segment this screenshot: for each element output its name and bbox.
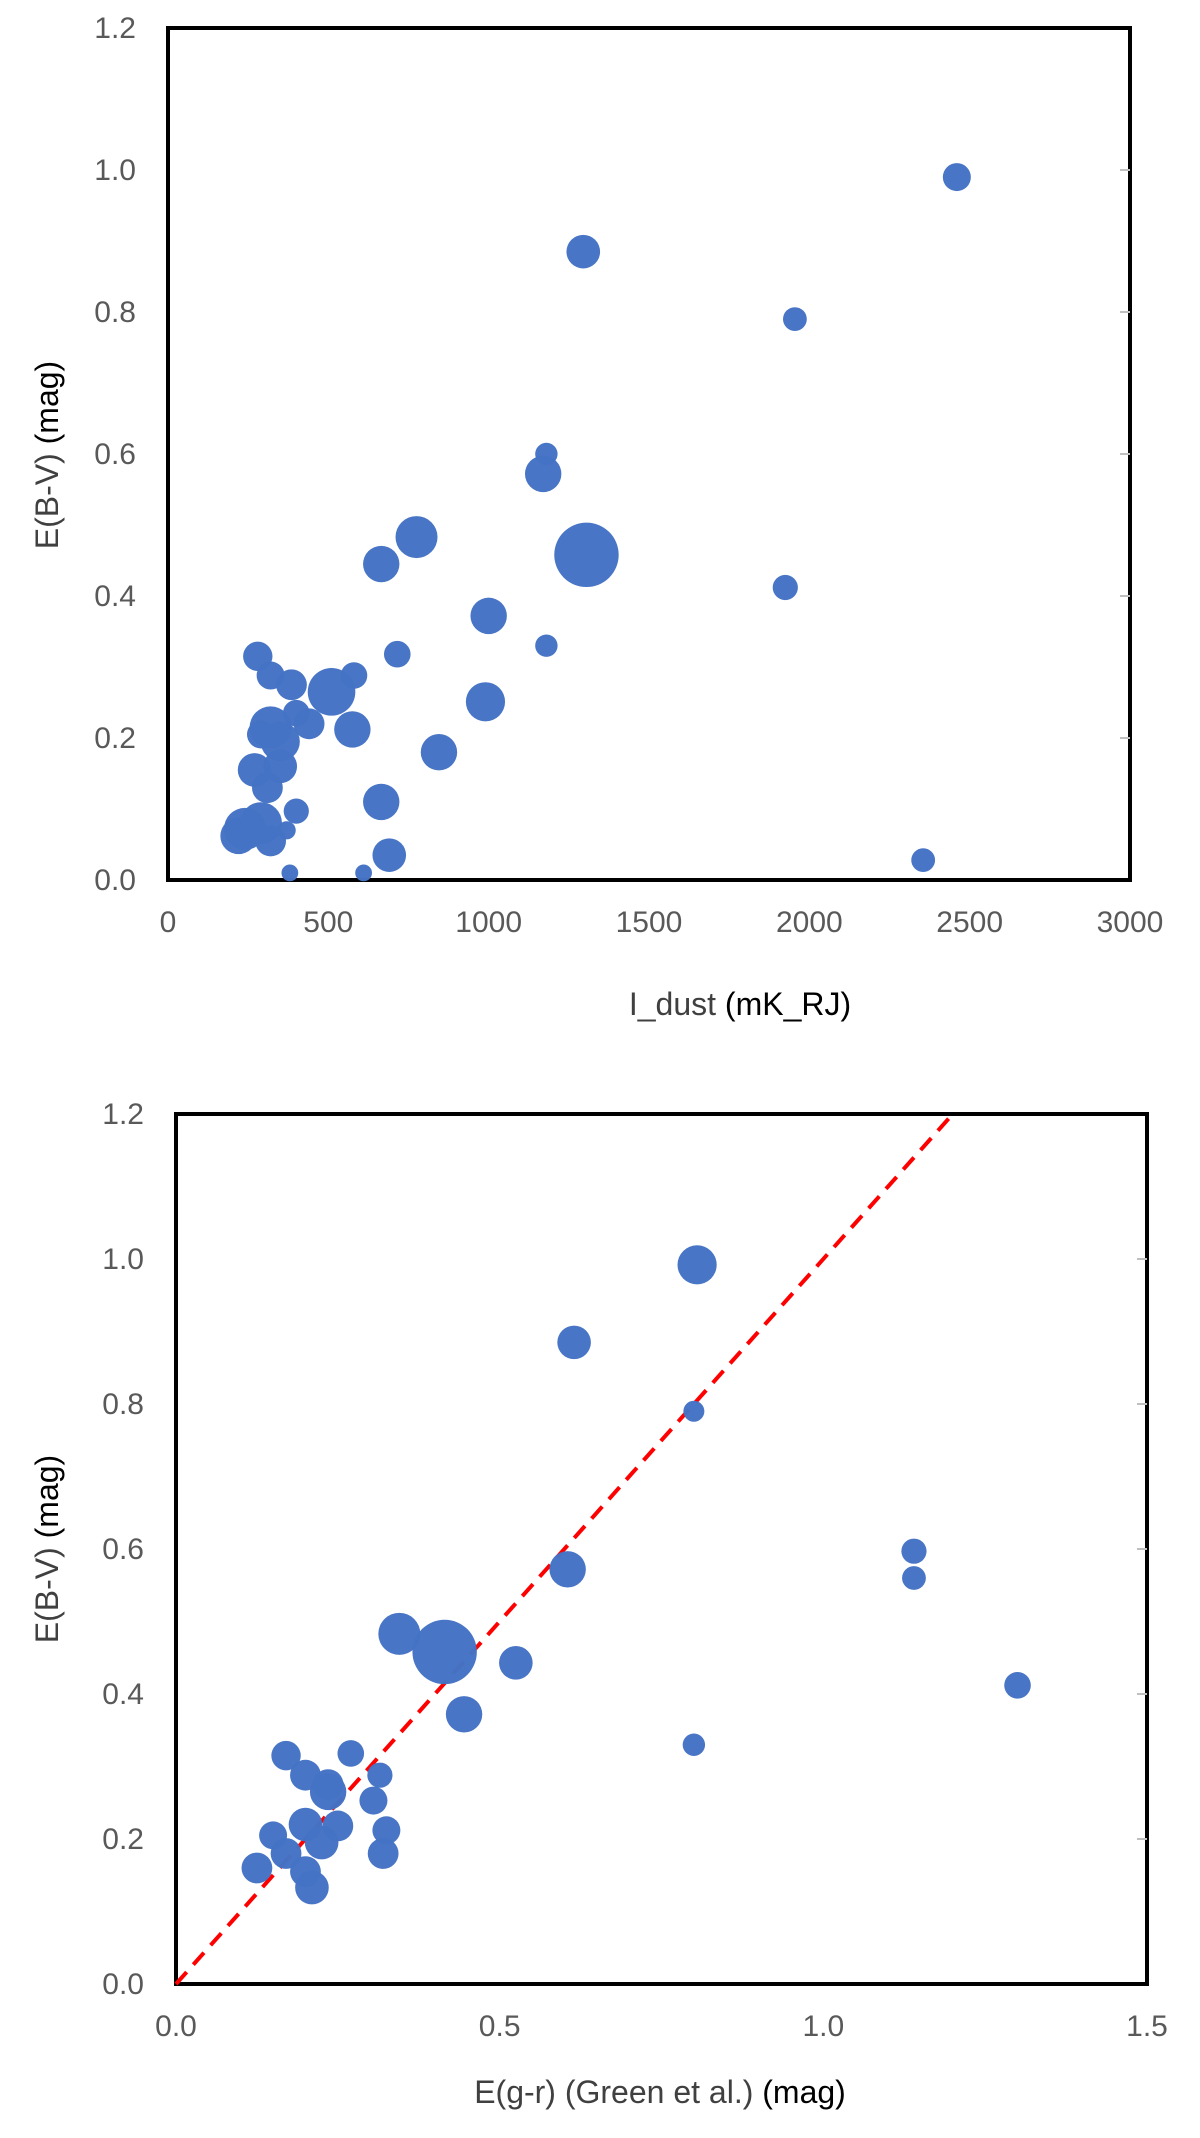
data-point xyxy=(378,1612,421,1655)
y-axis-label-name: E(B-V) xyxy=(29,1538,65,1643)
data-point xyxy=(683,1400,705,1422)
data-point xyxy=(355,864,373,882)
bottom-scatter-panel: 0.0 0.2 0.4 0.6 0.8 1.0 1.2 0.0 0.5 1.0 1.5 E(g-r) … xyxy=(29,1098,1168,2110)
data-point xyxy=(465,682,506,722)
y-tick-label: 1.2 xyxy=(94,12,136,45)
data-point xyxy=(566,234,601,269)
data-point xyxy=(420,734,458,771)
data-point xyxy=(549,1551,586,1588)
y-tick-label: 0.4 xyxy=(94,580,136,613)
data-point xyxy=(395,516,438,559)
x-tick-label: 500 xyxy=(303,906,353,939)
data-point xyxy=(337,1740,365,1767)
data-point xyxy=(309,1773,347,1811)
data-point xyxy=(783,307,807,331)
data-point xyxy=(524,455,562,493)
y-tick-label: 0.2 xyxy=(94,722,136,755)
y-tick-label: 1.0 xyxy=(94,154,136,187)
data-point xyxy=(220,817,257,855)
data-point xyxy=(283,798,309,824)
x-tick-label: 1000 xyxy=(455,906,522,939)
data-point xyxy=(445,1696,483,1733)
plot-frame xyxy=(166,26,1132,882)
data-point xyxy=(911,848,936,873)
x-axis-label-name: E(g-r) (Green et al.) xyxy=(474,2074,762,2110)
x-tick-label: 3000 xyxy=(1097,906,1164,939)
y-tick-label: 1.2 xyxy=(102,1098,144,1131)
data-point xyxy=(557,1325,591,1360)
data-point xyxy=(367,1838,399,1869)
x-axis-label: E(g-r) (Green et al.) (mag) xyxy=(474,2074,846,2110)
y-axis-label-unit: (mag) xyxy=(29,361,65,445)
x-axis-label: I_dust (mK_RJ) xyxy=(629,986,851,1022)
y-axis-label: E(B-V) (mag) xyxy=(29,361,65,549)
x-axis-label-name: I_dust xyxy=(629,986,725,1022)
top-scatter-panel: 0.0 0.2 0.4 0.6 0.8 1.0 1.2 0 500 1000 1500 2000 250… xyxy=(29,12,1163,1022)
y-tick-label: 0.6 xyxy=(102,1533,144,1566)
data-point xyxy=(334,711,371,748)
x-tick-label: 2500 xyxy=(936,906,1003,939)
data-point xyxy=(281,864,299,882)
y-tick-label: 0.8 xyxy=(94,296,136,329)
data-point xyxy=(359,1786,388,1815)
data-point xyxy=(942,163,971,192)
data-point xyxy=(1004,1672,1031,1699)
x-tick-label: 1500 xyxy=(616,906,683,939)
x-tick-label: 0.0 xyxy=(155,2010,197,2043)
x-tick-label: 1.0 xyxy=(802,2010,844,2043)
data-point xyxy=(901,1538,927,1564)
data-point xyxy=(270,1838,302,1869)
data-point xyxy=(295,1870,329,1905)
data-point xyxy=(252,772,283,804)
data-point xyxy=(682,1733,706,1756)
data-point xyxy=(902,1566,926,1590)
data-point xyxy=(304,1825,339,1860)
data-point xyxy=(271,1740,301,1771)
y-tick-label: 0.6 xyxy=(94,438,136,471)
data-point xyxy=(307,668,356,716)
x-tick-label: 0.5 xyxy=(479,2010,521,2043)
data-point xyxy=(276,669,307,701)
data-point xyxy=(470,597,507,635)
data-point xyxy=(246,720,275,749)
y-tick-label: 0.8 xyxy=(102,1388,144,1421)
y-tick-label: 0.0 xyxy=(94,864,136,897)
data-point xyxy=(367,1762,393,1788)
x-axis-label-unit: (mK_RJ) xyxy=(725,986,851,1022)
data-point xyxy=(241,1852,273,1884)
data-point xyxy=(677,1245,717,1285)
data-point xyxy=(363,783,400,821)
data-point xyxy=(412,1619,477,1685)
y-tick-label: 0.0 xyxy=(102,1968,144,2001)
x-tick-label: 1.5 xyxy=(1126,2010,1168,2043)
data-point xyxy=(499,1646,533,1680)
y-tick-label: 0.4 xyxy=(102,1678,144,1711)
y-axis-label: E(B-V) (mag) xyxy=(29,1455,65,1643)
y-tick-label: 1.0 xyxy=(102,1243,144,1276)
data-point xyxy=(277,821,296,840)
y-tick-label: 0.2 xyxy=(102,1823,144,1856)
x-axis-label-unit: (mag) xyxy=(762,2074,846,2110)
data-point xyxy=(372,1816,401,1845)
x-tick-label: 0 xyxy=(160,906,177,939)
data-point xyxy=(372,838,407,872)
data-point xyxy=(363,545,400,583)
data-point xyxy=(535,634,558,657)
data-point xyxy=(772,574,798,601)
y-axis-label-name: E(B-V) xyxy=(29,444,65,549)
data-point xyxy=(554,522,619,588)
y-axis-label-unit: (mag) xyxy=(29,1455,65,1539)
data-point xyxy=(293,708,325,740)
data-point xyxy=(383,640,411,668)
x-tick-label: 2000 xyxy=(776,906,843,939)
